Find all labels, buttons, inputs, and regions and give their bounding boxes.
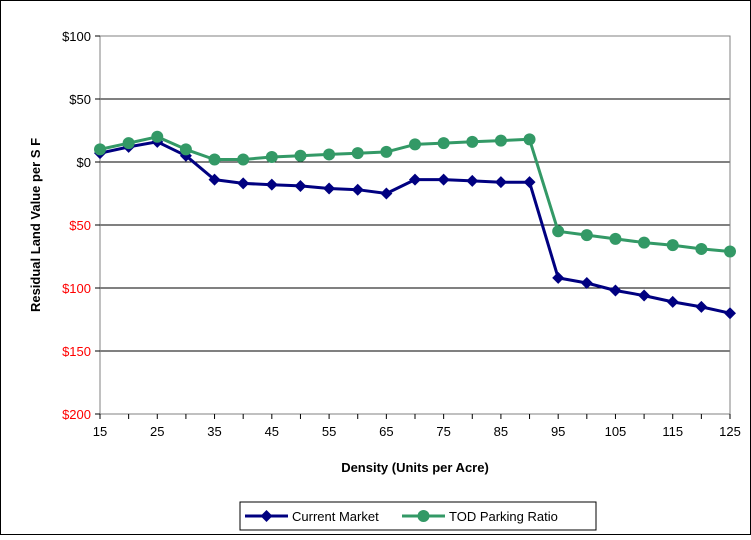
data-point-1-16 — [552, 225, 565, 238]
data-point-0-7 — [294, 179, 307, 192]
data-point-1-15 — [523, 133, 536, 146]
y-axis-label: Residual Land Value per S F — [28, 138, 43, 312]
data-point-1-0 — [94, 143, 106, 156]
data-point-0-15 — [523, 176, 536, 189]
data-point-1-4 — [208, 153, 221, 166]
x-tick-label: 15 — [93, 424, 107, 439]
data-point-1-2 — [151, 130, 164, 143]
x-tick-label: 75 — [436, 424, 450, 439]
data-point-0-19 — [638, 289, 651, 302]
data-point-1-8 — [323, 148, 336, 161]
legend-diamond-marker — [260, 510, 273, 522]
x-tick-label: 85 — [494, 424, 508, 439]
grid-lines — [100, 98, 730, 352]
y-tick-label: $100 — [62, 29, 91, 44]
data-point-1-14 — [494, 134, 507, 147]
x-tick-label: 125 — [719, 424, 741, 439]
data-point-0-18 — [609, 284, 622, 297]
data-point-0-21 — [695, 300, 708, 313]
data-point-0-4 — [208, 173, 221, 186]
legend-label-current-market: Current Market — [292, 509, 379, 524]
legend-circle-marker — [417, 510, 430, 522]
data-point-1-9 — [351, 147, 364, 160]
data-point-1-13 — [466, 135, 479, 148]
y-tick-label: $50 — [69, 218, 91, 233]
data-point-1-7 — [294, 149, 307, 162]
x-axis-label: Density (Units per Acre) — [341, 460, 489, 475]
data-point-0-16 — [552, 271, 565, 284]
data-point-0-10 — [380, 187, 393, 200]
data-point-0-22 — [724, 307, 736, 320]
data-point-0-5 — [237, 177, 250, 190]
x-tick-label: 35 — [207, 424, 221, 439]
y-tick-label: $100 — [62, 281, 91, 296]
legend-box — [239, 501, 597, 531]
data-point-0-14 — [494, 176, 507, 189]
data-point-0-20 — [666, 295, 679, 308]
data-point-1-11 — [409, 138, 421, 151]
data-point-1-18 — [609, 232, 622, 245]
y-tick-label: $150 — [62, 344, 91, 359]
data-point-1-21 — [695, 242, 708, 255]
x-tick-label: 95 — [551, 424, 565, 439]
data-point-1-12 — [437, 137, 450, 150]
data-point-1-22 — [724, 245, 736, 258]
data-point-0-11 — [409, 173, 421, 186]
series-layer — [94, 130, 736, 320]
data-point-1-20 — [666, 239, 679, 252]
x-tick-label: 105 — [605, 424, 627, 439]
x-tick-label: 25 — [150, 424, 164, 439]
data-point-0-13 — [466, 174, 479, 187]
data-point-1-17 — [580, 229, 593, 242]
data-point-1-10 — [380, 145, 393, 158]
y-tick-label: $50 — [69, 92, 91, 107]
data-point-1-3 — [179, 143, 192, 156]
x-tick-label: 115 — [662, 424, 683, 439]
data-point-0-6 — [265, 178, 278, 191]
x-tick-label: 45 — [265, 424, 279, 439]
data-point-1-6 — [265, 150, 278, 163]
legend-label-tod-parking: TOD Parking Ratio — [449, 509, 558, 524]
data-point-0-17 — [580, 276, 593, 289]
data-point-0-8 — [323, 182, 336, 195]
data-point-0-12 — [437, 173, 450, 186]
data-point-0-9 — [351, 183, 364, 196]
y-tick-label: $200 — [62, 407, 91, 422]
data-point-1-1 — [122, 137, 135, 150]
y-tick-label: $0 — [77, 155, 91, 170]
data-point-1-5 — [237, 153, 250, 166]
y-axis-ticks: $100 $50 $0 $50 $100 $150 $200 — [62, 29, 100, 422]
x-tick-label: 55 — [322, 424, 336, 439]
x-axis-ticks: 15 25 35 45 55 65 75 85 95 105 115 125 — [93, 414, 741, 439]
x-tick-label: 65 — [379, 424, 393, 439]
data-point-1-19 — [638, 236, 651, 249]
legend: Current Market TOD Parking Ratio — [239, 501, 597, 531]
